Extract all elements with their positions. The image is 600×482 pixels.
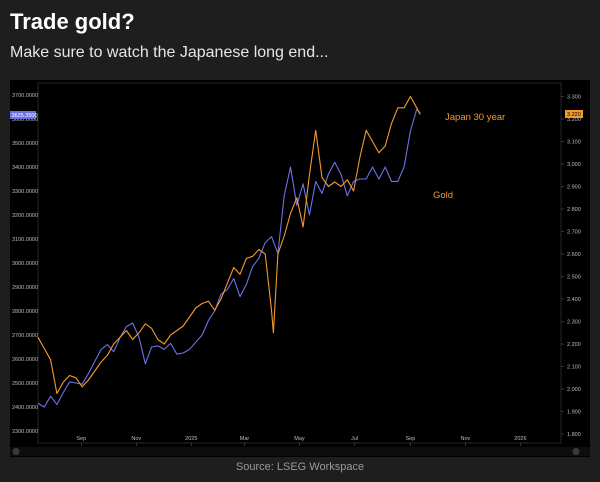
series-line-japan-30-year <box>37 95 421 395</box>
japan-30-year-annotation: Japan 30 year <box>445 112 505 123</box>
right-tick-label: 2.100 <box>567 365 581 371</box>
gold-last-value-tag <box>10 111 36 119</box>
right-tick-label: 2.200 <box>567 342 581 348</box>
left-tick-label: 3600.0000 <box>12 117 38 123</box>
left-tick-label: 2300.0000 <box>12 429 38 435</box>
right-tick-label: 2.400 <box>567 297 581 303</box>
x-tick-label: Sep <box>406 436 416 442</box>
right-tick-label: 2.000 <box>567 387 581 393</box>
right-tick-label: 3.000 <box>567 162 581 168</box>
left-tick-label: 2600.0000 <box>12 357 38 363</box>
left-tick-label: 3700.0000 <box>12 93 38 99</box>
x-tick-label: Nov <box>131 436 141 442</box>
right-tick-label: 2.500 <box>567 275 581 281</box>
left-tick-label: 2900.0000 <box>12 285 38 291</box>
right-tick-label: 1.900 <box>567 410 581 416</box>
x-tick-label: Sep <box>76 436 86 442</box>
left-tick-label: 3000.0000 <box>12 261 38 267</box>
chart-svg: 2300.0000 2400.0000 2500.0000 2600.0000 2700… <box>10 72 590 457</box>
series-line-gold <box>37 108 421 408</box>
labels-layer: 3625.3500 3.220 Japan 30 year Gold <box>10 110 583 201</box>
left-tick-label: 3300.0000 <box>12 189 38 195</box>
x-tick-label: Mar <box>240 436 250 442</box>
left-tick-label: 3200.0000 <box>12 213 38 219</box>
gold-last-value-label: 3625.3500 <box>12 113 38 119</box>
source-note: Source: LSEG Workspace <box>235 461 365 473</box>
plot-area <box>37 82 562 444</box>
right-tick-label: 3.200 <box>567 117 581 123</box>
right-tick-label: 2.600 <box>567 252 581 258</box>
left-tick-label: 2400.0000 <box>12 405 38 411</box>
right-tick-label: 2.700 <box>567 230 581 236</box>
left-tick-label: 3500.0000 <box>12 141 38 147</box>
right-axis: 1.800 1.900 2.000 2.100 2.200 2.300 2.400 2.500… <box>561 72 581 438</box>
x-tick-label: 2026 <box>514 436 526 442</box>
x-tick-label: Nov <box>461 436 471 442</box>
series-layer <box>37 95 421 408</box>
x-axis: Sep Nov 2025 Mar May Jul Sep Nov 2026 <box>76 436 527 446</box>
scroll-left-handle[interactable] <box>12 448 20 455</box>
x-tick-label: 2025 <box>185 436 197 442</box>
left-tick-label: 2800.0000 <box>12 309 38 315</box>
right-tick-label: 1.800 <box>567 432 581 438</box>
japan-last-value-label: 3.220 <box>567 112 581 118</box>
left-tick-label: 3100.0000 <box>12 237 38 243</box>
scroll-right-handle[interactable] <box>572 448 580 455</box>
chart-title: Trade gold? <box>10 9 135 34</box>
japan-last-value-tag <box>565 110 583 118</box>
x-tick-label: May <box>294 436 305 442</box>
right-tick-label: 2.300 <box>567 320 581 326</box>
chart-subtitle: Make sure to watch the Japanese long end… <box>10 44 329 61</box>
x-scroll-bar[interactable] <box>10 447 590 456</box>
left-axis: 2300.0000 2400.0000 2500.0000 2600.0000 2700… <box>12 93 38 435</box>
left-tick-label: 2700.0000 <box>12 333 38 339</box>
left-tick-label: 3400.0000 <box>12 165 38 171</box>
chart-container: 2300.0000 2400.0000 2500.0000 2600.0000 2700… <box>10 72 590 457</box>
x-tick-label: Jul <box>351 436 358 442</box>
right-tick-label: 2.900 <box>567 185 581 191</box>
right-tick-label: 3.300 <box>567 95 581 101</box>
right-tick-label: 2.800 <box>567 207 581 213</box>
right-tick-label: 3.100 <box>567 140 581 146</box>
left-tick-label: 2500.0000 <box>12 381 38 387</box>
gold-annotation: Gold <box>433 190 453 201</box>
